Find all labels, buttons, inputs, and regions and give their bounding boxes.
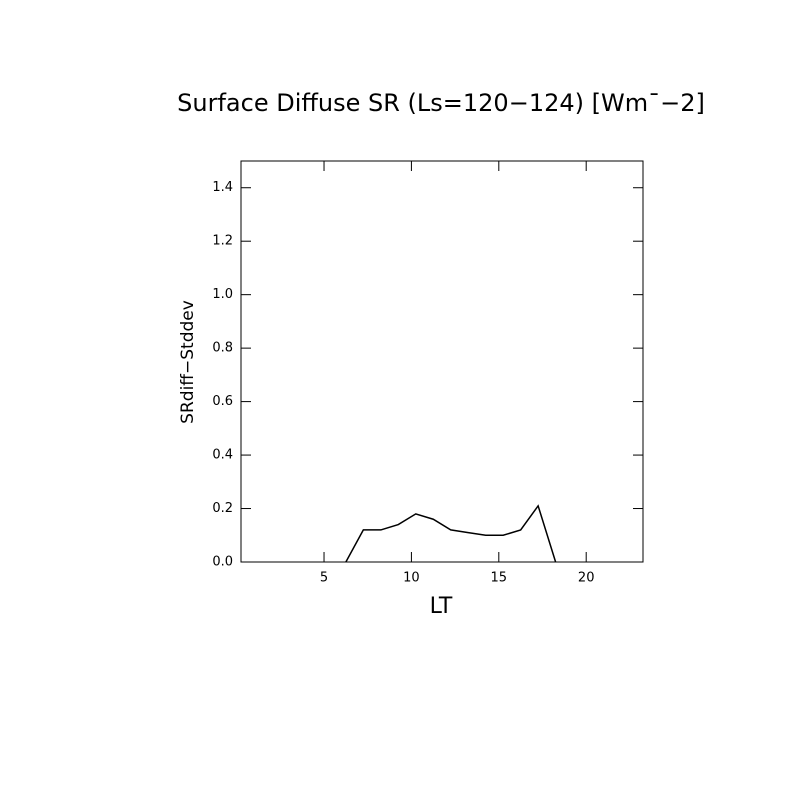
y-tick-label: 0.4 — [212, 448, 233, 463]
y-tick-label: 1.4 — [212, 180, 233, 195]
y-tick-label: 0.2 — [212, 501, 233, 516]
x-tick-label: 20 — [578, 571, 595, 586]
x-tick-label: 15 — [491, 571, 508, 586]
y-axis-label: SRdiff−Stddev — [178, 300, 198, 424]
x-tick-label: 10 — [403, 571, 420, 586]
y-tick-label: 0.0 — [212, 555, 233, 570]
y-tick-label: 0.8 — [212, 341, 233, 356]
y-tick-label: 1.0 — [212, 287, 233, 302]
chart-title: Surface Diffuse SR (Ls=120−124) [Wm¯−2] — [177, 89, 705, 117]
y-tick-label: 1.2 — [212, 234, 233, 249]
data-line — [345, 504, 557, 563]
x-axis-label: LT — [430, 594, 453, 619]
plot-frame — [240, 160, 644, 563]
x-tick-label: 5 — [320, 571, 328, 586]
y-tick-label: 0.6 — [212, 394, 233, 409]
